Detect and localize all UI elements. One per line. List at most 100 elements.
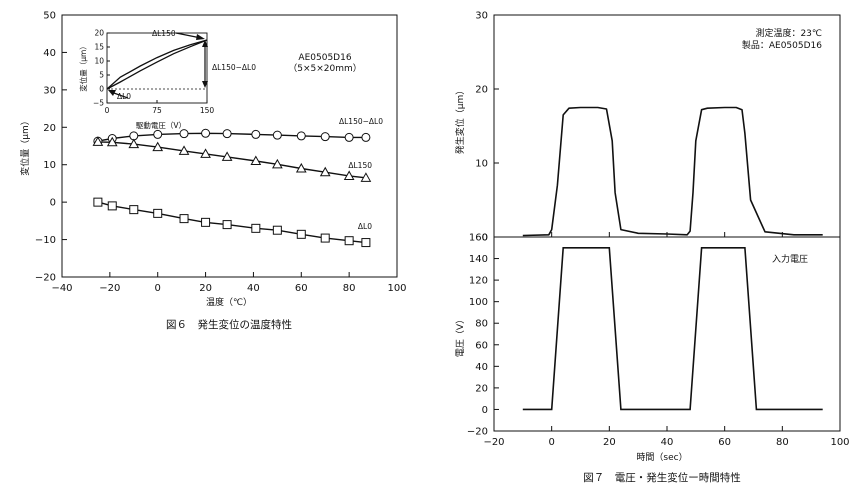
fig6-x-tick-label: 100: [387, 283, 406, 294]
fig7-bottom-y-tick-label: 20: [475, 383, 488, 394]
inset-x-tick-label: 75: [152, 106, 162, 115]
fig6-x-axis-label: 温度（℃）: [206, 296, 252, 308]
square-marker: [272, 225, 282, 235]
fig6-x-tick-label: 20: [199, 283, 212, 294]
displacement-line: [522, 106, 823, 237]
triangle-marker: [295, 162, 307, 173]
fig6-y-tick-label: −20: [35, 273, 56, 284]
fig7-bottom-y-axis-label: 電圧（V）: [455, 315, 466, 357]
circle-marker: [344, 132, 354, 142]
input-voltage-note: 入力電圧: [772, 253, 808, 265]
square-marker: [93, 197, 103, 207]
square-marker: [153, 208, 163, 218]
square-marker: [179, 214, 189, 224]
measure-temp-note: 測定温度：23℃: [755, 27, 822, 39]
fig6-y-tick-label: 10: [43, 160, 56, 171]
fig7-x-axis-label: 時間（sec）: [636, 452, 687, 463]
fig7-bottom-y-tick-label: 100: [469, 297, 488, 308]
square-marker: [344, 236, 354, 246]
fig7-x-tick-label: 40: [661, 437, 674, 448]
triangle-marker: [343, 170, 355, 180]
square-marker: [361, 238, 371, 248]
fig6-x-tick-label: 80: [343, 283, 356, 294]
triangle-marker: [92, 136, 104, 146]
fig6-x-tick-label: 60: [295, 283, 308, 294]
inset-x-axis-label: 駆動電圧（V）: [136, 121, 186, 130]
size-label: （5×5×20mm）: [288, 63, 362, 74]
triangle-marker: [221, 151, 233, 161]
circle-marker: [296, 131, 306, 141]
fig6-x-tick-label: 40: [247, 283, 260, 294]
fig7-bottom-y-tick-label: 140: [469, 254, 488, 265]
triangle-marker: [106, 136, 118, 147]
inset-curve-falling: [106, 39, 208, 90]
fig6-y-tick-label: 40: [43, 48, 56, 59]
square-marker: [296, 229, 306, 239]
triangle-marker: [250, 155, 262, 165]
fig7-x-tick-label: 60: [718, 437, 731, 448]
fig6-plot-frame: [61, 14, 398, 278]
fig7-top-y-tick-label: 20: [475, 85, 488, 96]
fig6-x-tick-label: −40: [51, 283, 72, 294]
inset-curve-rising: [106, 39, 208, 90]
square-marker: [129, 205, 139, 215]
circle-marker: [179, 129, 189, 139]
inset-arrowhead-bottom: [108, 90, 116, 96]
circle-marker: [320, 132, 330, 142]
square-marker: [251, 223, 261, 233]
fig6-y-tick-label: 0: [50, 198, 56, 209]
product-note: 製品：AE0505D16: [742, 39, 822, 51]
fig7-x-tick-label: 0: [548, 437, 554, 448]
inset-arrowhead-diff-up: [202, 40, 208, 47]
fig6-y-tick-label: 20: [43, 123, 56, 134]
fig7-bottom-y-tick-label: 120: [469, 276, 488, 287]
inset-y-tick-label: 15: [94, 43, 104, 52]
fig6-caption: 図６ 発生変位の温度特性: [166, 318, 292, 331]
fig7-bottom-y-tick-label: 0: [482, 405, 488, 416]
fig6-x-tick-label: 0: [155, 283, 161, 294]
inset-y-tick-label: 0: [99, 85, 104, 94]
triangle-marker: [128, 138, 140, 149]
inset-label-diff: ΔL150−ΔL0: [212, 63, 256, 72]
fig6-y-axis-label: 変位量（μm）: [19, 116, 31, 176]
inset-y-tick-label: 10: [94, 57, 104, 66]
inset-y-axis-label: 変位量（μm）: [78, 42, 88, 92]
fig7-bottom-frame: [493, 236, 841, 432]
fig7-bottom-y-tick-label: 80: [475, 319, 488, 330]
inset-y-tick-label: −5: [93, 99, 104, 108]
fig6-y-tick-label: −10: [35, 235, 56, 246]
inset-arrowhead-diff-down: [202, 81, 208, 88]
triangle-marker: [360, 172, 372, 182]
series-label-l0: ΔL0: [358, 222, 372, 231]
square-marker: [107, 201, 117, 211]
fig7-x-tick-label: −20: [483, 437, 504, 448]
circle-marker: [251, 129, 261, 139]
fig7-top-y-tick-label: 10: [475, 159, 488, 170]
fig7-caption: 図７ 電圧・発生変位ー時間特性: [583, 471, 741, 484]
fig7-top-y-tick-label: 30: [475, 11, 488, 22]
fig7-bottom-y-tick-label: 160: [469, 233, 488, 244]
fig7-bottom-y-tick-label: 40: [475, 362, 488, 373]
circle-marker: [272, 130, 282, 140]
inset-y-tick-label: 5: [99, 71, 104, 80]
model-label: AE0505D16: [298, 53, 351, 63]
inset-y-tick-label: 20: [94, 29, 104, 38]
fig7-x-tick-label: 80: [776, 437, 789, 448]
square-marker: [320, 233, 330, 243]
inset-arrowhead-top: [196, 34, 205, 40]
series-label-l150: ΔL150: [348, 161, 372, 170]
triangle-marker: [319, 166, 331, 177]
triangle-marker: [272, 158, 283, 169]
fig7-x-tick-label: 100: [830, 437, 849, 448]
circle-marker: [201, 128, 211, 138]
circle-marker: [361, 132, 371, 142]
series-label-diff: ΔL150−ΔL0: [339, 117, 383, 126]
fig7-chart: 0 10 20 30 −20 0 20 40 60 80 100 120 140 160 −20 0 20 4…: [454, 11, 850, 485]
fig7-top-y-tick-label: 0: [482, 233, 488, 244]
square-marker: [201, 217, 211, 227]
fig7-top-y-axis-label: 発生変位（μm）: [454, 86, 466, 155]
triangle-marker: [178, 145, 190, 155]
